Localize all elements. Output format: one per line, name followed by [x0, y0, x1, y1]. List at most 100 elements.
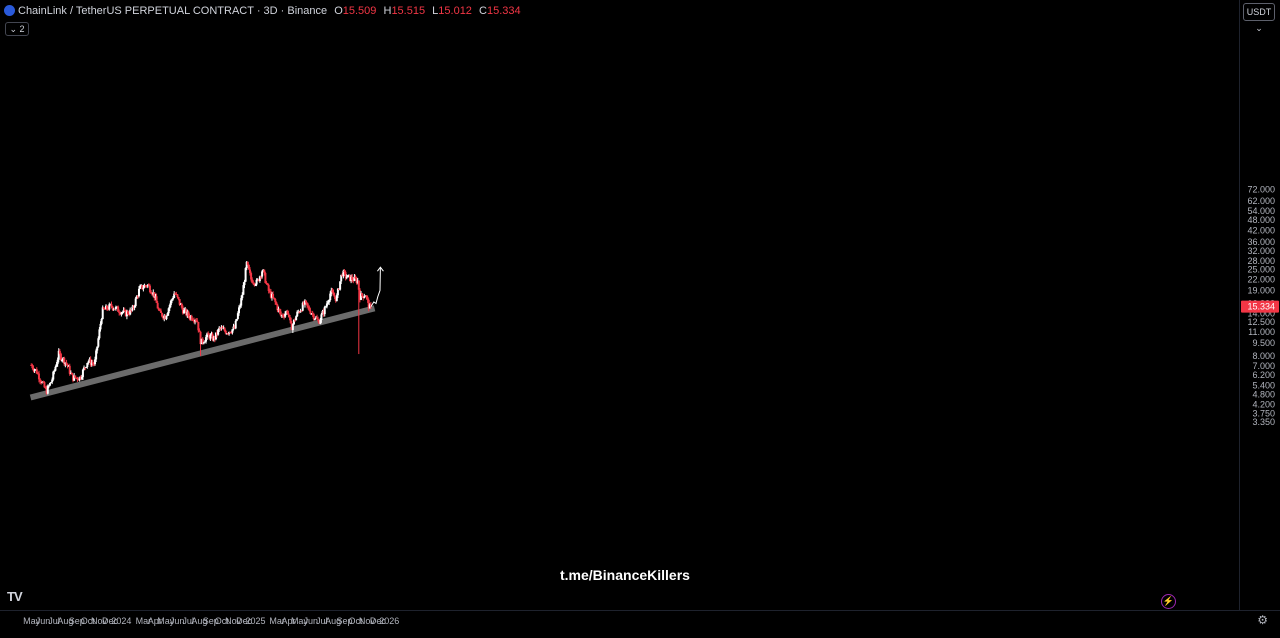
candle: [363, 293, 366, 299]
price-axis[interactable]: 72.000 62.000 54.000 48.000 42.000 36.000 32.0…: [1239, 0, 1280, 610]
y-tick-label: 4.800: [1252, 390, 1275, 400]
candle: [158, 308, 161, 312]
candle-body: [259, 276, 262, 278]
x-tick-label: Jul: [316, 616, 328, 626]
candle-body: [62, 357, 65, 361]
time-axis[interactable]: May Jun Jul Aug Sep Oct Nov Dec 2024 Mar Apr May Jun…: [0, 610, 1280, 633]
candle-body: [283, 316, 286, 318]
candle: [220, 325, 223, 331]
candle-body: [313, 318, 316, 320]
candle-body: [33, 369, 36, 371]
candle-body: [367, 299, 370, 309]
candle-body: [185, 309, 188, 316]
candle-body: [275, 302, 278, 305]
candle-body: [270, 294, 273, 298]
candle: [96, 346, 99, 354]
candle-body: [261, 271, 264, 277]
candle: [222, 325, 225, 330]
x-tick-label: Dec: [102, 616, 119, 626]
watermark-text: t.me/BinanceKillers: [560, 567, 690, 583]
candle: [99, 321, 102, 332]
candle-body: [123, 310, 126, 312]
candle: [240, 295, 243, 308]
candle-body: [298, 311, 301, 313]
candle-body: [77, 379, 80, 381]
candle: [78, 376, 81, 382]
candle: [252, 280, 255, 286]
candle-body: [78, 376, 81, 381]
candle: [200, 338, 203, 345]
candle-body: [112, 308, 115, 310]
candle: [256, 278, 259, 281]
candle-body: [126, 311, 129, 315]
collapse-indicators-button[interactable]: ⌄ 2: [5, 22, 29, 36]
y-tick-label: 14.000: [1247, 309, 1275, 319]
y-tick-label: 12.500: [1247, 317, 1275, 327]
candle-body: [366, 297, 369, 300]
x-tick-label: Apr: [281, 616, 295, 626]
candle-body: [269, 291, 272, 298]
candle-body: [250, 273, 253, 280]
candle: [113, 308, 116, 310]
candle: [339, 281, 342, 291]
candle-body: [51, 379, 54, 383]
candle-body: [143, 285, 146, 288]
x-tick-label: Aug: [191, 616, 207, 626]
candle-body: [159, 310, 162, 313]
candle: [270, 292, 273, 301]
x-tick-label: Jun: [170, 616, 185, 626]
candle-body: [139, 285, 142, 289]
candle: [309, 308, 312, 315]
candle: [57, 348, 60, 363]
candle: [203, 340, 206, 343]
low-value: 15.012: [438, 5, 472, 17]
candle-body: [291, 324, 294, 331]
candle-body: [289, 317, 292, 324]
candle-body: [331, 290, 334, 293]
candle-body: [45, 388, 48, 394]
candle-body: [244, 268, 247, 282]
candle: [347, 274, 350, 278]
candle: [313, 318, 316, 321]
x-tick-label: Jun: [36, 616, 51, 626]
candle: [153, 292, 156, 301]
candle-body: [43, 382, 46, 388]
candle: [364, 295, 367, 297]
candle: [189, 315, 192, 321]
candle-body: [239, 305, 242, 308]
candle: [45, 385, 48, 395]
candle: [128, 311, 131, 317]
candle-body: [36, 373, 39, 375]
candle-body: [146, 284, 149, 287]
lightning-icon[interactable]: ⚡: [1161, 594, 1176, 609]
candle: [165, 315, 168, 321]
candle-body: [342, 270, 345, 277]
candle: [279, 309, 282, 317]
tradingview-logo-icon[interactable]: TV: [7, 589, 23, 604]
currency-selector-button[interactable]: USDT ⌄: [1243, 3, 1275, 33]
gear-icon[interactable]: ⚙: [1257, 613, 1268, 627]
candle: [358, 287, 361, 303]
candle: [299, 308, 302, 313]
candle-body: [81, 369, 84, 378]
candle-body: [114, 306, 117, 310]
candle-body: [264, 272, 267, 283]
candle: [43, 381, 46, 388]
candle: [341, 272, 344, 277]
candle: [89, 356, 92, 367]
candle-body: [83, 367, 86, 370]
candle: [31, 363, 34, 370]
candle-body: [141, 285, 144, 289]
candle: [328, 299, 331, 305]
candle: [334, 297, 337, 303]
candle-body: [235, 318, 238, 321]
candle-body: [209, 334, 212, 339]
candle: [239, 303, 242, 310]
candle-body: [233, 326, 236, 329]
candle: [192, 317, 195, 324]
symbol-title[interactable]: ChainLink / TetherUS PERPETUAL CONTRACT …: [18, 5, 328, 17]
candle: [342, 269, 345, 279]
candle-body: [90, 362, 93, 365]
price-chart[interactable]: [0, 0, 1240, 610]
candle: [307, 303, 310, 310]
